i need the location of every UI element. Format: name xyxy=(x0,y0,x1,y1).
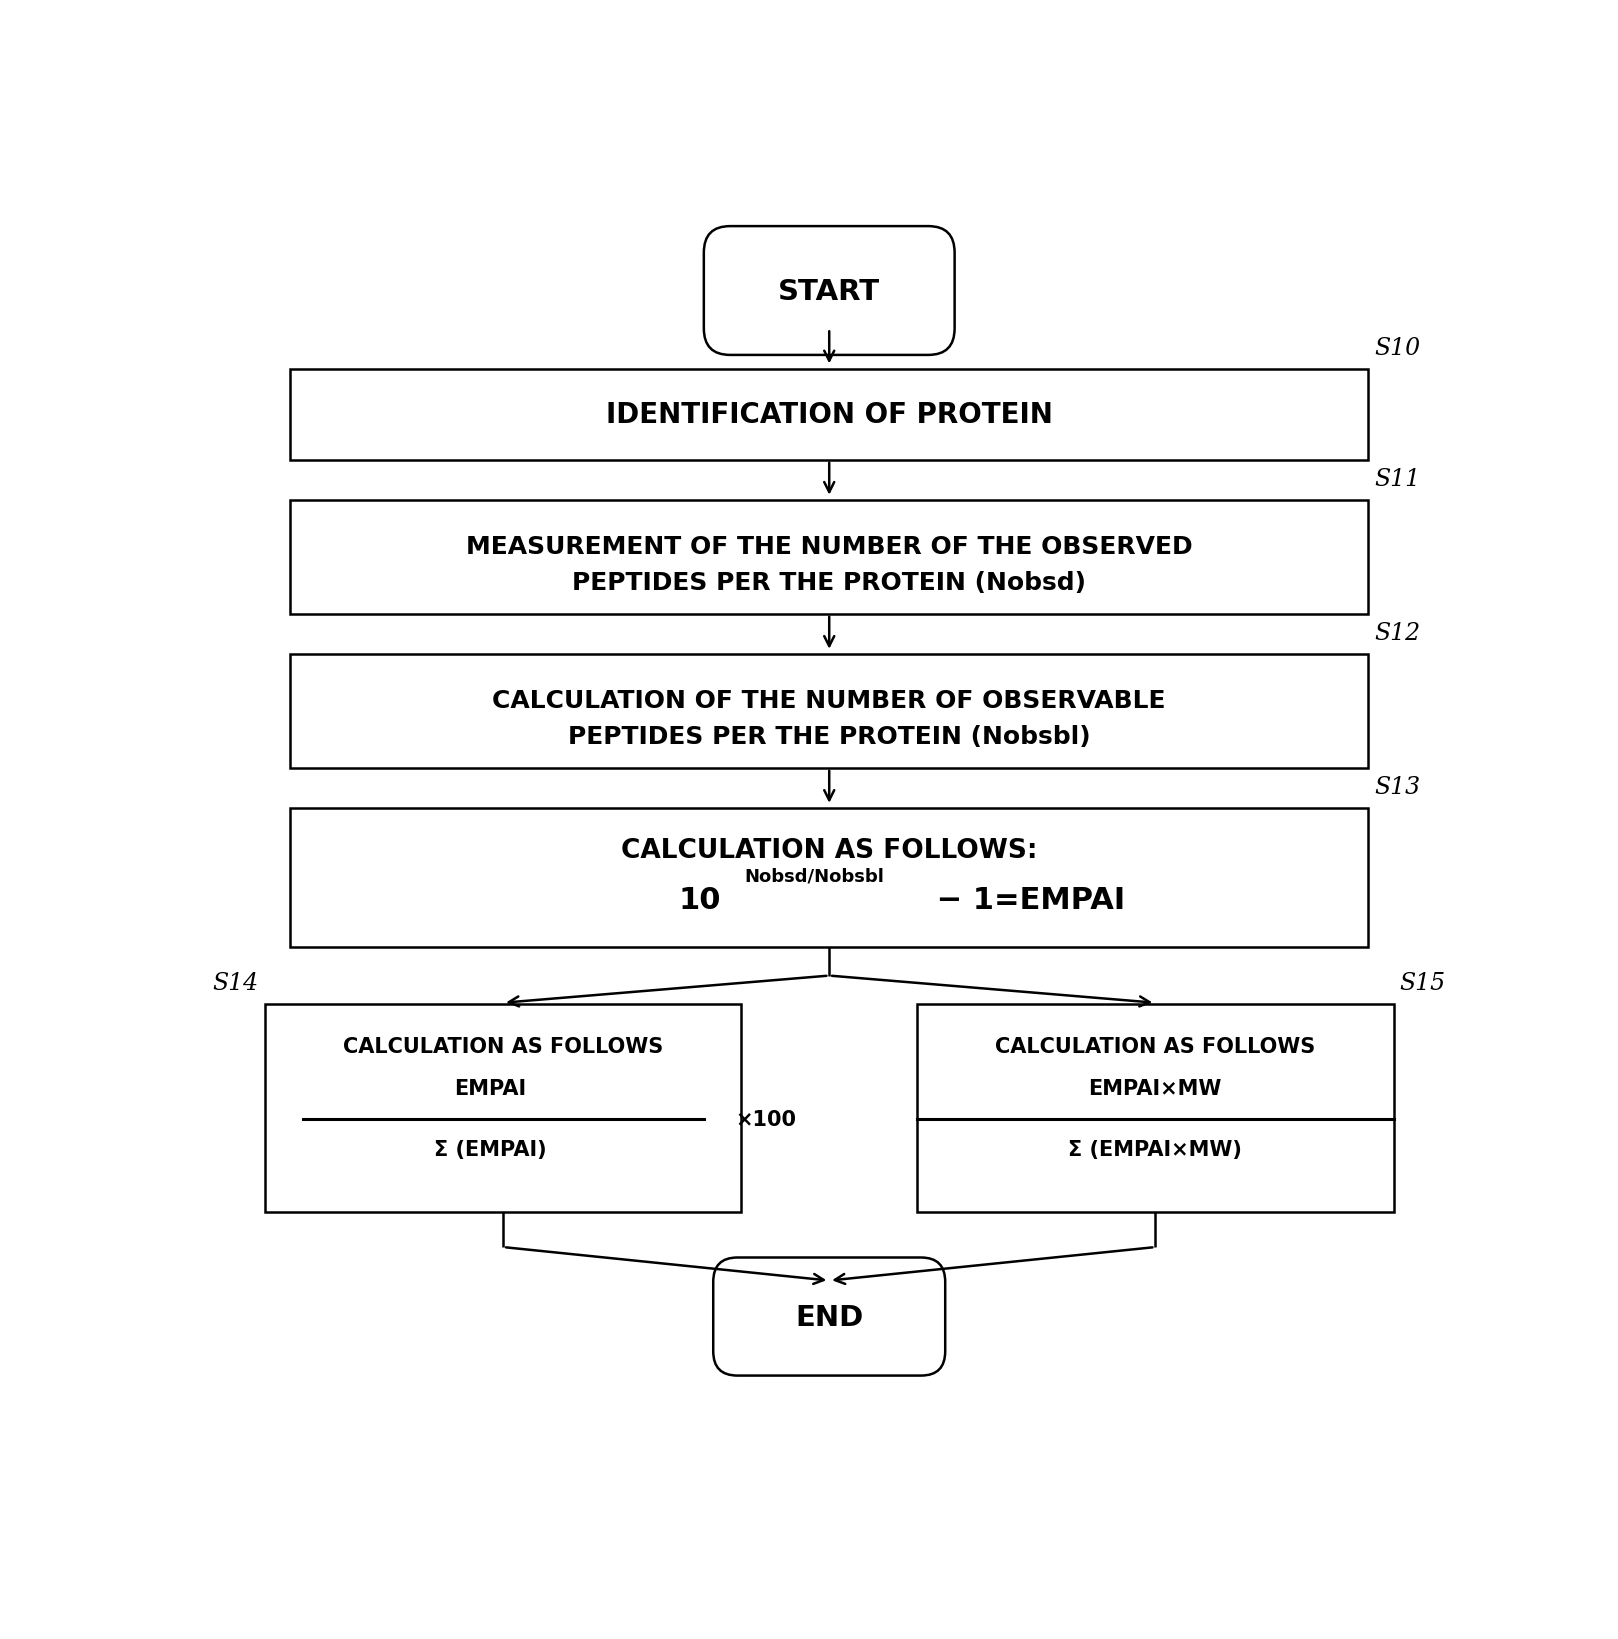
Text: S10: S10 xyxy=(1375,336,1421,359)
Text: Σ (EMPAI×MW): Σ (EMPAI×MW) xyxy=(1068,1139,1243,1159)
Text: ×100: ×100 xyxy=(735,1110,796,1129)
Text: S12: S12 xyxy=(1375,621,1421,644)
Text: START: START xyxy=(778,277,880,305)
Bar xyxy=(290,502,1369,615)
Bar xyxy=(290,656,1369,769)
Text: CALCULATION AS FOLLOWS: CALCULATION AS FOLLOWS xyxy=(995,1036,1315,1056)
Text: PEPTIDES PER THE PROTEIN (Nobsbl): PEPTIDES PER THE PROTEIN (Nobsbl) xyxy=(568,724,1091,749)
Text: MEASUREMENT OF THE NUMBER OF THE OBSERVED: MEASUREMENT OF THE NUMBER OF THE OBSERVE… xyxy=(466,534,1192,559)
Text: Σ (EMPAI): Σ (EMPAI) xyxy=(434,1139,547,1159)
FancyBboxPatch shape xyxy=(714,1257,945,1375)
Text: CALCULATION OF THE NUMBER OF OBSERVABLE: CALCULATION OF THE NUMBER OF OBSERVABLE xyxy=(492,688,1167,713)
Text: S14: S14 xyxy=(212,972,259,995)
Text: S11: S11 xyxy=(1375,467,1421,490)
Text: EMPAI×MW: EMPAI×MW xyxy=(1089,1078,1222,1098)
Text: S15: S15 xyxy=(1400,972,1446,995)
Bar xyxy=(290,369,1369,461)
Text: PEPTIDES PER THE PROTEIN (Nobsd): PEPTIDES PER THE PROTEIN (Nobsd) xyxy=(573,570,1086,595)
FancyBboxPatch shape xyxy=(704,226,955,356)
Text: IDENTIFICATION OF PROTEIN: IDENTIFICATION OF PROTEIN xyxy=(605,402,1053,429)
Text: S13: S13 xyxy=(1375,775,1421,798)
Text: END: END xyxy=(794,1303,864,1331)
Text: 10: 10 xyxy=(678,885,722,915)
Text: EMPAI: EMPAI xyxy=(455,1078,527,1098)
Text: − 1=EMPAI: − 1=EMPAI xyxy=(925,885,1125,915)
Text: Nobsd/Nobsbl: Nobsd/Nobsbl xyxy=(744,867,883,885)
Bar xyxy=(917,1005,1393,1213)
Text: CALCULATION AS FOLLOWS: CALCULATION AS FOLLOWS xyxy=(343,1036,663,1056)
Bar xyxy=(290,808,1369,947)
Bar xyxy=(265,1005,741,1213)
Text: CALCULATION AS FOLLOWS:: CALCULATION AS FOLLOWS: xyxy=(621,838,1037,864)
